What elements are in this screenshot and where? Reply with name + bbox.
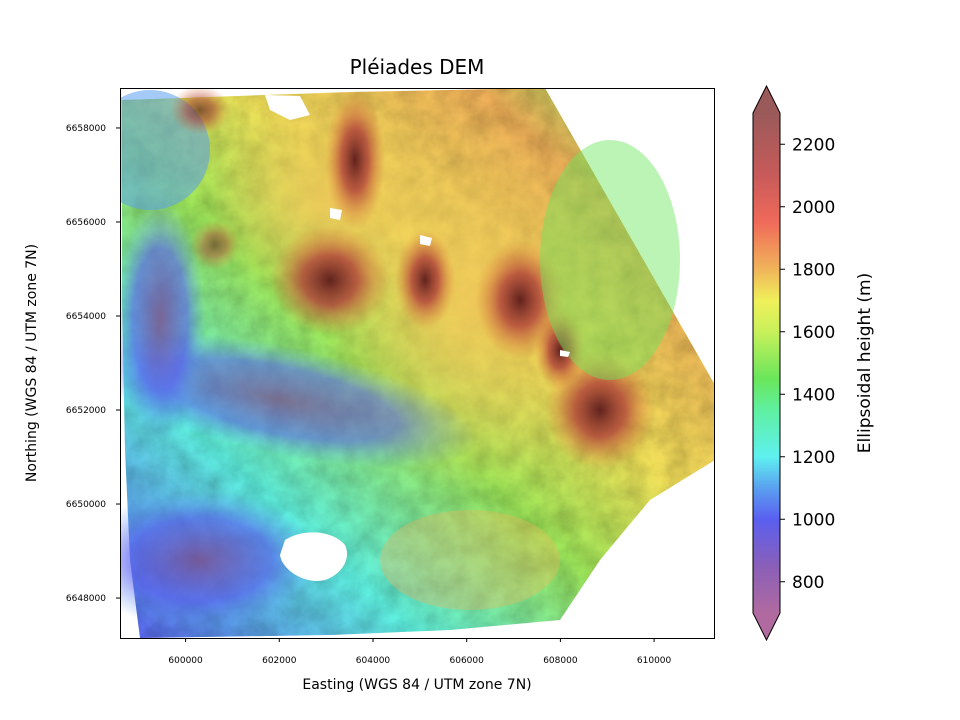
x-tick-label: 600000: [168, 656, 203, 666]
y-axis-ticks: 6648000 6650000 6652000 6654000 6656000 66580…: [66, 124, 120, 604]
colorbar-gradient: [753, 113, 780, 613]
y-tick-label: 6648000: [66, 594, 106, 604]
colorbar-tick-label: 800: [792, 573, 824, 593]
x-axis-ticks: 600000 602000 604000 606000 608000 610000: [168, 638, 672, 666]
x-tick-label: 610000: [637, 656, 672, 666]
x-tick-label: 602000: [262, 656, 297, 666]
chart-title: Pléiades DEM: [350, 55, 485, 79]
y-tick-label: 6652000: [66, 406, 106, 416]
colorbar-tick-label: 1200: [792, 448, 835, 468]
x-axis-label: Easting (WGS 84 / UTM zone 7N): [302, 677, 531, 693]
y-tick-label: 6654000: [66, 312, 106, 322]
x-tick-label: 608000: [543, 656, 578, 666]
colorbar-extend-max: [753, 86, 780, 113]
colorbar-extend-min: [753, 613, 780, 640]
plot-frame: [120, 88, 715, 639]
dem-raster: [120, 88, 715, 638]
colorbar-tick-label: 2200: [792, 135, 835, 155]
y-tick-label: 6650000: [66, 500, 106, 510]
colorbar-outline: [752, 84, 781, 642]
colorbar-tick-label: 1600: [792, 323, 835, 343]
x-tick-label: 606000: [450, 656, 485, 666]
colorbar-tick-label: 1000: [792, 510, 835, 530]
colorbar-tick-label: 1800: [792, 260, 835, 280]
colorbar-ticks: 800 1000 1200 1400 1600 1800 2000 2200: [780, 135, 835, 593]
y-tick-label: 6656000: [66, 218, 106, 228]
colorbar: 800 1000 1200 1400 1600 1800 2000 2200 Ellipsoi…: [752, 84, 875, 642]
x-tick-label: 604000: [356, 656, 391, 666]
colorbar-tick-label: 1400: [792, 385, 835, 405]
y-tick-label: 6658000: [66, 124, 106, 134]
colorbar-tick-label: 2000: [792, 198, 835, 218]
y-axis-label: Northing (WGS 84 / UTM zone 7N): [24, 244, 40, 482]
colorbar-label: Ellipsoidal height (m): [855, 273, 875, 453]
